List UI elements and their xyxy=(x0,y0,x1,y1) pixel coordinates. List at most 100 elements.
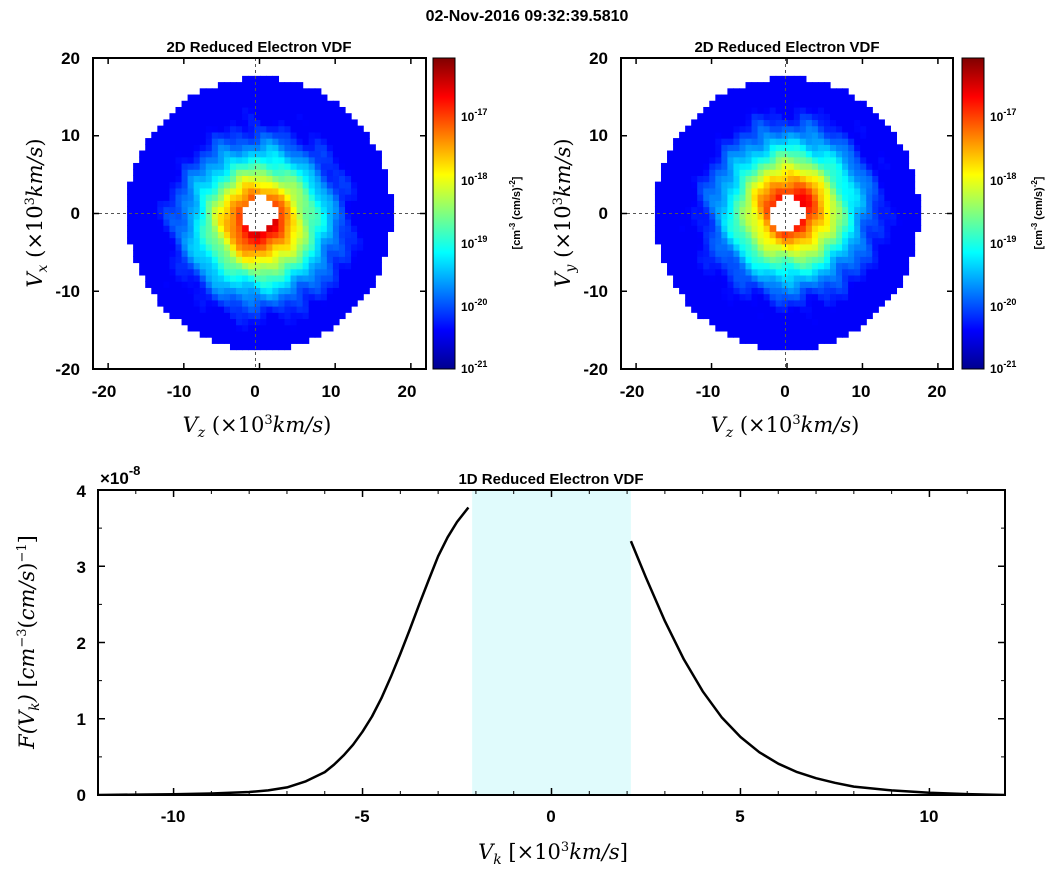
heatmap-cell xyxy=(757,175,765,183)
heatmap-cell xyxy=(757,318,765,326)
heatmap-cell xyxy=(278,144,286,152)
heatmap-cell xyxy=(357,243,364,251)
heatmap-cell xyxy=(363,169,370,176)
heatmap-cell xyxy=(278,225,286,232)
heatmap-cell xyxy=(884,131,891,139)
heatmap-cell xyxy=(775,194,783,201)
heatmap-cell xyxy=(739,206,747,214)
heatmap-cell xyxy=(703,113,710,121)
heatmap-cell xyxy=(860,125,867,133)
heatmap-cell xyxy=(181,250,189,257)
heatmap-cell xyxy=(169,281,177,288)
heatmap-cell xyxy=(691,187,698,195)
heatmap-cell xyxy=(709,287,716,295)
heatmap-cell xyxy=(363,175,370,183)
heatmap-cell xyxy=(733,156,741,164)
heatmap-cell xyxy=(769,256,777,264)
heatmap-cell xyxy=(345,125,352,133)
heatmap-cell xyxy=(205,94,213,102)
heatmap-cell xyxy=(205,206,213,214)
heatmap-cell xyxy=(272,138,280,145)
heatmap-cell xyxy=(745,337,753,344)
heatmap-cell xyxy=(242,125,249,133)
heatmap-cell xyxy=(375,206,382,214)
heatmap-cell xyxy=(866,256,873,264)
heatmap-cell xyxy=(757,100,765,108)
heatmap-cell xyxy=(763,324,771,332)
heatmap-cell xyxy=(369,150,376,158)
heatmap-cell xyxy=(787,324,795,332)
heatmap-cell xyxy=(727,250,735,257)
heatmap-cell xyxy=(691,125,698,133)
heatmap-cell xyxy=(181,231,189,239)
heatmap-cell xyxy=(745,131,753,139)
heatmap-cell xyxy=(745,94,753,102)
heatmap-cell xyxy=(332,106,340,114)
heatmap-cell xyxy=(842,268,849,276)
heatmap-cell xyxy=(775,175,783,183)
heatmap-cell xyxy=(242,156,249,164)
heatmap-cell xyxy=(278,175,286,183)
heatmap-cell xyxy=(272,75,280,83)
heatmap-cell xyxy=(248,231,255,239)
heatmap-panel-vx: 2D Reduced Electron VDF -20 -10 0 10 20 … xyxy=(23,39,523,441)
heatmap-cell xyxy=(236,156,243,164)
heatmap-cell xyxy=(751,268,759,276)
heatmap-cell xyxy=(145,250,152,257)
heatmap-cell xyxy=(133,200,140,208)
heatmap-cell xyxy=(266,113,273,121)
heatmap-cell xyxy=(884,256,891,264)
heatmap-cell xyxy=(799,156,807,164)
heatmap-cell xyxy=(242,318,249,326)
heatmap-cell xyxy=(823,181,831,189)
heatmap-cell xyxy=(775,100,783,108)
heatmap-cell xyxy=(363,162,370,170)
heatmap-cell xyxy=(133,225,140,232)
heatmap-cell xyxy=(739,256,747,264)
heatmap-cell xyxy=(896,218,904,226)
heatmap-cell xyxy=(357,281,364,288)
heatmap-cell xyxy=(229,256,237,264)
x-tick-label: 10 xyxy=(920,807,939,826)
heatmap-cell xyxy=(896,231,904,239)
heatmap-cell xyxy=(884,200,891,208)
heatmap-cell xyxy=(673,243,680,251)
heatmap-cell xyxy=(278,231,286,239)
heatmap-cell xyxy=(296,231,304,239)
heatmap-cell xyxy=(332,299,340,307)
heatmap-cell xyxy=(254,175,261,183)
heatmap-cell xyxy=(691,218,698,226)
heatmap-cell xyxy=(278,106,286,114)
heatmap-cell xyxy=(872,268,879,276)
heatmap-cell xyxy=(338,169,346,176)
heatmap-cell xyxy=(805,94,813,102)
heatmap-cell xyxy=(290,337,298,344)
heatmap-cell xyxy=(290,169,298,176)
heatmap-cell xyxy=(866,243,873,251)
heatmap-cell xyxy=(302,225,310,232)
heatmap-cell xyxy=(302,306,310,313)
heatmap-cell xyxy=(817,106,825,114)
heatmap-cell xyxy=(703,274,710,282)
heatmap-cell xyxy=(223,218,231,226)
heatmap-cell xyxy=(169,156,177,164)
heatmap-cell xyxy=(242,312,249,320)
heatmap-cell xyxy=(830,194,837,201)
heatmap-cell xyxy=(830,212,837,220)
heatmap-cell xyxy=(811,156,819,164)
heatmap-cell xyxy=(199,281,207,288)
heatmap-cell xyxy=(848,262,855,270)
heatmap-cell xyxy=(811,256,819,264)
heatmap-cell xyxy=(260,138,267,145)
heatmap-cell xyxy=(811,324,819,332)
heatmap-cell xyxy=(199,250,207,257)
heatmap-cell xyxy=(673,194,680,201)
heatmap-cell xyxy=(308,187,316,195)
heatmap-cell xyxy=(745,138,753,145)
heatmap-cell xyxy=(781,237,789,245)
heatmap-cell xyxy=(836,138,843,145)
heatmap-cell xyxy=(763,306,771,313)
heatmap-cell xyxy=(145,256,152,264)
heatmap-cell xyxy=(260,131,267,139)
heatmap-cell xyxy=(351,256,358,264)
